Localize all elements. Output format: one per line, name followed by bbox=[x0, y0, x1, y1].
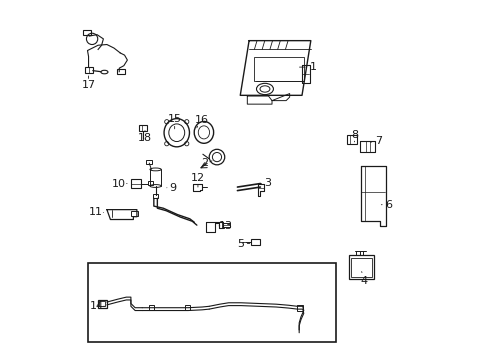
Bar bbox=[184, 305, 189, 310]
Bar bbox=[148, 305, 154, 310]
Text: 5: 5 bbox=[237, 239, 244, 248]
Text: 6: 6 bbox=[385, 200, 392, 210]
Text: 17: 17 bbox=[81, 80, 96, 90]
Bar bbox=[346, 135, 356, 144]
Bar bbox=[348, 256, 373, 279]
Bar bbox=[223, 223, 229, 227]
Bar bbox=[147, 181, 153, 185]
Text: 14: 14 bbox=[90, 301, 104, 311]
Bar bbox=[297, 305, 302, 311]
Bar bbox=[99, 301, 105, 306]
Text: 18: 18 bbox=[138, 133, 152, 143]
Bar bbox=[146, 159, 152, 164]
Text: 4: 4 bbox=[360, 275, 367, 285]
Text: 8: 8 bbox=[350, 130, 357, 140]
Bar bbox=[131, 211, 138, 216]
Bar bbox=[85, 67, 93, 73]
Text: 7: 7 bbox=[374, 136, 381, 146]
Bar bbox=[254, 57, 303, 81]
Bar bbox=[87, 263, 336, 342]
Text: 1: 1 bbox=[309, 62, 316, 72]
Text: 9: 9 bbox=[169, 183, 177, 193]
Bar bbox=[250, 239, 259, 245]
Bar bbox=[117, 69, 124, 74]
Text: 10: 10 bbox=[112, 179, 126, 189]
Text: 16: 16 bbox=[194, 115, 208, 125]
Text: 12: 12 bbox=[190, 173, 204, 183]
Text: 15: 15 bbox=[167, 114, 181, 124]
Bar bbox=[83, 30, 90, 35]
Bar bbox=[98, 300, 107, 308]
Bar bbox=[350, 258, 371, 277]
Text: 13: 13 bbox=[219, 221, 233, 231]
Bar bbox=[152, 194, 158, 198]
Bar bbox=[131, 179, 141, 188]
Text: 2: 2 bbox=[201, 158, 208, 168]
Text: 11: 11 bbox=[89, 207, 103, 217]
Text: 3: 3 bbox=[264, 178, 270, 188]
Bar bbox=[139, 125, 147, 131]
